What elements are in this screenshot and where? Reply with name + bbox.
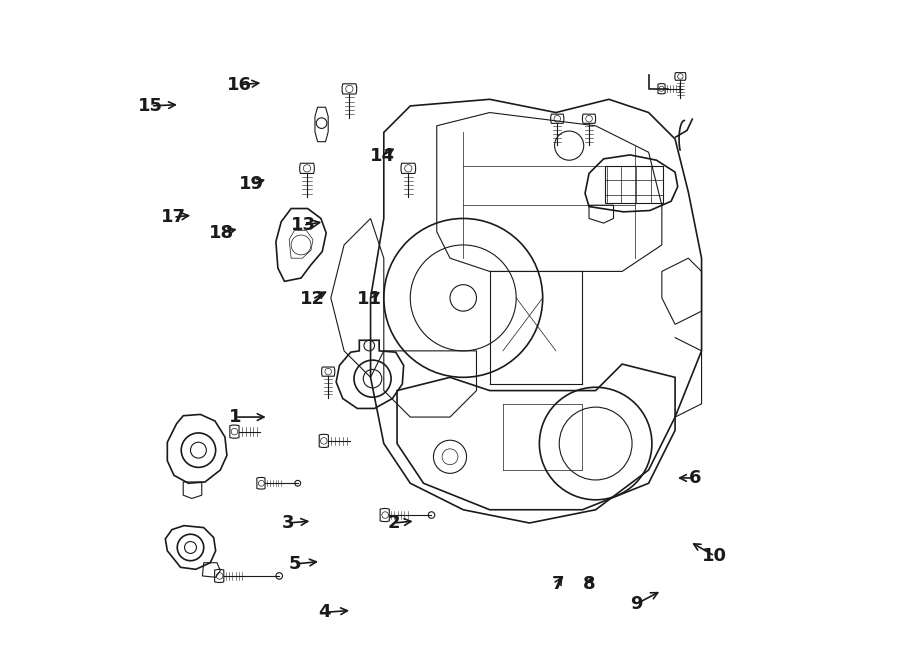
Text: 6: 6 [688,469,701,487]
Text: 15: 15 [139,97,163,115]
Text: 13: 13 [291,216,316,234]
Text: 14: 14 [370,146,395,165]
Text: 19: 19 [238,175,264,193]
Text: 18: 18 [209,224,234,242]
Text: 9: 9 [630,594,643,613]
Text: 11: 11 [356,290,382,308]
Text: 2: 2 [388,514,400,532]
Text: 7: 7 [552,575,564,593]
Text: 12: 12 [300,290,325,308]
Text: 3: 3 [282,514,294,532]
Text: 8: 8 [582,575,595,593]
Text: 4: 4 [318,603,330,622]
Text: 1: 1 [229,408,241,426]
Text: 10: 10 [702,547,727,565]
Text: 16: 16 [227,75,252,94]
Text: 5: 5 [288,555,301,573]
Text: 17: 17 [161,208,185,226]
